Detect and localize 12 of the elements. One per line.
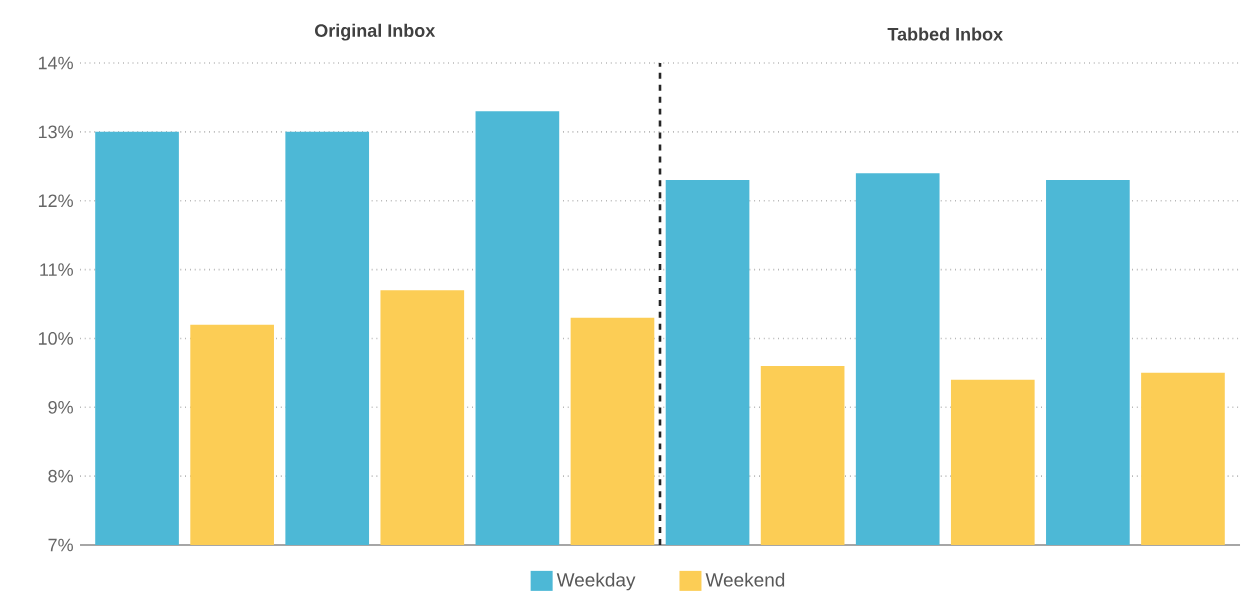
legend-label: Weekday: [556, 572, 636, 591]
text: Original Inbox: [315, 23, 436, 41]
y-tick-label: 11%: [40, 263, 73, 276]
y-tick-label: 9%: [48, 400, 73, 414]
y-tick-label: 14%: [38, 56, 73, 70]
y-tick-label: 12%: [38, 194, 73, 208]
y-tick-label: 7%: [48, 538, 73, 552]
legend-label: Weekend: [705, 572, 785, 587]
text: Tabbed Inbox: [887, 27, 1003, 41]
y-tick-label: 10%: [38, 332, 73, 345]
y-tick-label: 8%: [48, 469, 73, 483]
y-tick-label: 13%: [38, 125, 73, 139]
